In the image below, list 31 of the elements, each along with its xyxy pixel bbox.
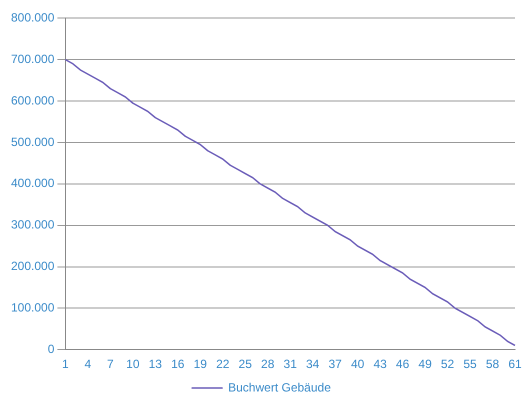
x-tick-label: 10 xyxy=(126,357,140,372)
x-tick-label: 55 xyxy=(463,357,478,372)
x-tick-label: 61 xyxy=(508,357,522,372)
legend-label: Buchwert Gebäude xyxy=(228,380,332,394)
x-tick-label: 43 xyxy=(373,357,388,372)
x-tick-label: 46 xyxy=(396,357,410,372)
y-tick-label: 400.000 xyxy=(10,176,55,190)
x-tick-label: 4 xyxy=(84,357,92,372)
x-tick-label: 49 xyxy=(418,357,432,372)
y-tick-label: 0 xyxy=(48,342,55,356)
x-tick-label: 52 xyxy=(440,357,455,372)
x-tick-label: 28 xyxy=(261,357,275,372)
x-tick-label: 58 xyxy=(486,357,500,372)
y-tick-label: 200.000 xyxy=(10,259,55,274)
x-tick-label: 19 xyxy=(194,357,208,372)
y-tick-label: 500.000 xyxy=(10,134,55,149)
x-tick-label: 1 xyxy=(62,357,70,372)
x-tick-label: 13 xyxy=(148,357,162,372)
x-tick-label: 22 xyxy=(216,357,230,372)
y-tick-label: 300.000 xyxy=(10,218,55,232)
x-tick-label: 31 xyxy=(284,357,298,372)
x-tick-label: 7 xyxy=(106,357,114,372)
x-tick-label: 40 xyxy=(350,357,365,372)
y-tick-label: 100.000 xyxy=(10,300,55,314)
x-tick-label: 25 xyxy=(238,357,252,372)
x-tick-label: 34 xyxy=(306,357,320,372)
x-tick-label: 16 xyxy=(171,357,185,372)
x-tick-label: 37 xyxy=(328,357,342,372)
y-tick-label: 600.000 xyxy=(10,93,55,108)
y-tick-label: 700.000 xyxy=(10,52,55,66)
y-tick-label: 800.000 xyxy=(10,10,55,25)
